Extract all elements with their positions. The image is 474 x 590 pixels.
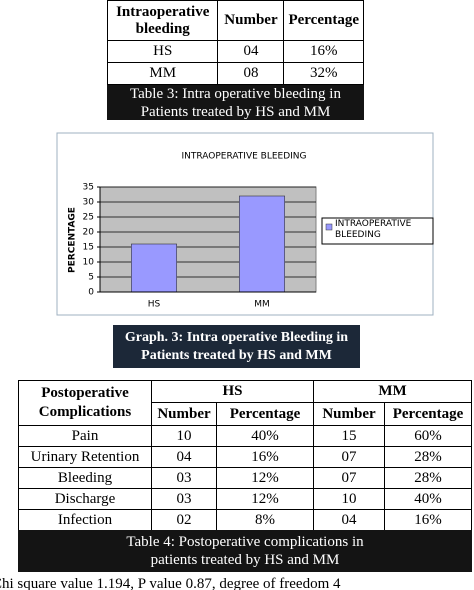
legend-box bbox=[321, 217, 434, 245]
cell: MM bbox=[106, 62, 219, 85]
y-tick-label: 5 bbox=[88, 273, 94, 283]
table-row: Bleeding 03 12% 07 28% bbox=[18, 467, 472, 489]
header-cell: Number bbox=[313, 402, 385, 426]
table-row: Infection 02 8% 04 16% bbox=[18, 509, 472, 531]
caption-line: Table 3: Intra operative bleeding in bbox=[130, 85, 341, 102]
table-caption: Table 3: Intra operative bleeding in Pat… bbox=[107, 85, 364, 120]
cell: 8% bbox=[216, 509, 314, 531]
chart-title: INTRAOPERATIVE BLEEDING bbox=[181, 152, 306, 162]
y-tick-label: 10 bbox=[83, 258, 95, 268]
legend-label: INTRAOPERATIVE BLEEDING bbox=[335, 219, 412, 240]
cell: 07 bbox=[313, 467, 385, 489]
y-tick-label: 15 bbox=[83, 243, 94, 253]
y-tick-label: 20 bbox=[83, 228, 95, 238]
header-cell: Intraoperative bleeding bbox=[106, 0, 219, 41]
table-row: Urinary Retention 04 16% 07 28% bbox=[18, 446, 472, 468]
bar bbox=[239, 195, 285, 293]
table-3: Intraoperative bleeding Number Percentag… bbox=[106, 0, 364, 85]
cell: Bleeding bbox=[18, 467, 152, 489]
legend-swatch bbox=[325, 223, 333, 231]
cell: 32% bbox=[283, 62, 364, 85]
cell: 12% bbox=[216, 467, 314, 489]
cell: 28% bbox=[384, 467, 472, 489]
cell: 08 bbox=[217, 62, 285, 85]
graph-caption: Graph. 3: Intra operative Bleeding in Pa… bbox=[113, 325, 360, 368]
cell: 16% bbox=[216, 446, 314, 468]
cell: Discharge bbox=[18, 488, 152, 510]
y-tick-label: 30 bbox=[83, 198, 95, 208]
header-cell: HS bbox=[151, 380, 314, 403]
cell: 60% bbox=[384, 425, 472, 447]
cell: 16% bbox=[384, 509, 472, 531]
table-caption: Table 4: Postoperative complications in … bbox=[18, 530, 472, 572]
cell: 04 bbox=[313, 509, 385, 531]
x-tick-label: HS bbox=[148, 300, 161, 310]
y-tick-label: 35 bbox=[83, 183, 94, 193]
table-row: Pain 10 40% 15 60% bbox=[18, 425, 472, 447]
header-cell: Postoperative Complications bbox=[18, 380, 152, 426]
header-cell: MM bbox=[313, 380, 472, 403]
caption-line: Patients treated by HS and MM bbox=[140, 103, 331, 120]
y-tick-label: 0 bbox=[88, 288, 94, 298]
cell: 02 bbox=[151, 509, 217, 531]
y-axis-label: PERCENTAGE bbox=[68, 207, 78, 273]
footer-note: Chi square value 1.194, P value 0.87, de… bbox=[0, 576, 341, 590]
bar bbox=[131, 243, 177, 293]
caption-line: Table 4: Postoperative complications in bbox=[126, 534, 364, 550]
x-tick-label: MM bbox=[254, 300, 270, 310]
header-cell: Number bbox=[217, 0, 285, 41]
header-cell: Percentage bbox=[384, 402, 472, 426]
y-tick-label: 25 bbox=[83, 213, 94, 223]
cell: 40% bbox=[384, 488, 472, 510]
cell: 04 bbox=[151, 446, 217, 468]
cell: 15 bbox=[313, 425, 385, 447]
cell: HS bbox=[106, 40, 219, 63]
cell: 10 bbox=[313, 488, 385, 510]
cell: Pain bbox=[18, 425, 152, 447]
table-row: Discharge 03 12% 10 40% bbox=[18, 488, 472, 510]
cell: 12% bbox=[216, 488, 314, 510]
cell: 28% bbox=[384, 446, 472, 468]
cell: 07 bbox=[313, 446, 385, 468]
header-cell: Percentage bbox=[283, 0, 364, 41]
cell: 03 bbox=[151, 488, 217, 510]
cell: 40% bbox=[216, 425, 314, 447]
cell: Infection bbox=[18, 509, 152, 531]
caption-line: Graph. 3: Intra operative Bleeding in bbox=[124, 329, 349, 345]
cell: 16% bbox=[283, 40, 364, 63]
caption-line: Patients treated by HS and MM bbox=[141, 347, 332, 363]
table-4: Postoperative Complications HS MM Number… bbox=[18, 380, 472, 531]
caption-line: patients treated by HS and MM bbox=[150, 552, 340, 568]
cell: 10 bbox=[151, 425, 217, 447]
header-cell: Percentage bbox=[216, 402, 314, 426]
cell: 04 bbox=[217, 40, 285, 63]
cell: Urinary Retention bbox=[18, 446, 152, 468]
header-cell: Number bbox=[151, 402, 217, 426]
cell: 03 bbox=[151, 467, 217, 489]
